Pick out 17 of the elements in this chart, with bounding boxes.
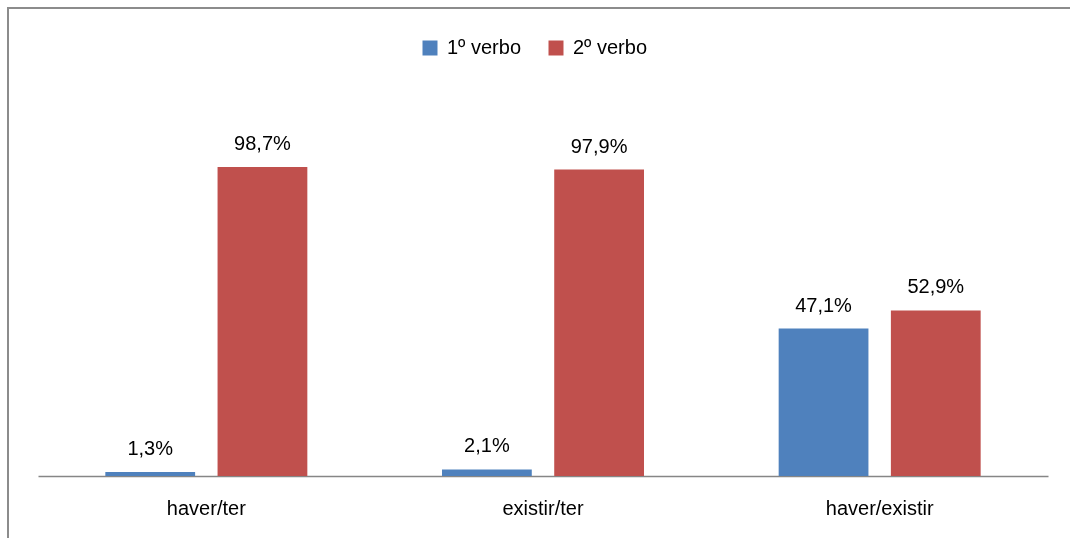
legend-label: 1º verbo: [447, 36, 522, 58]
bar: [217, 167, 308, 476]
data-label: 1,3%: [127, 436, 174, 459]
data-label: 98,7%: [234, 132, 292, 154]
legend-label: 2º verbo: [573, 36, 648, 58]
bar: [105, 471, 196, 476]
bar: [554, 169, 644, 476]
data-label: 2,1%: [464, 434, 510, 457]
data-label: 52,9%: [907, 275, 965, 298]
bar: [890, 310, 981, 476]
x-tick-label: haver/ter: [166, 496, 247, 519]
bar: [442, 469, 532, 476]
x-tick-label: haver/existir: [825, 496, 934, 519]
bar: [778, 328, 869, 476]
data-label: 97,9%: [570, 134, 628, 157]
x-tick-label: existir/ter: [502, 496, 584, 519]
data-label: 47,1%: [795, 293, 853, 316]
